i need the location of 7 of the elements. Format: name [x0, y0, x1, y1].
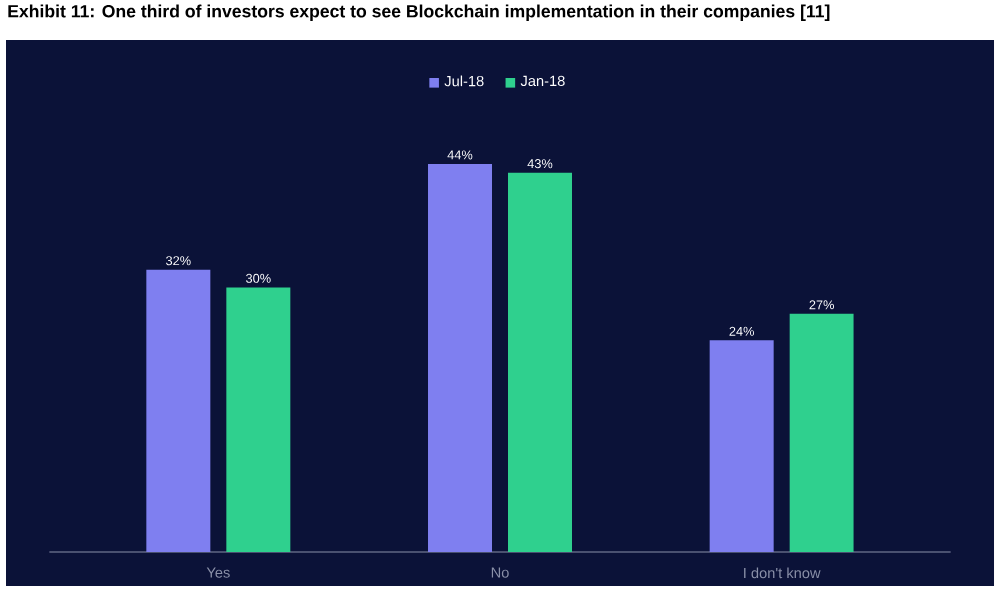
bar — [226, 287, 291, 552]
bar — [508, 172, 572, 552]
bar — [789, 313, 854, 552]
bar — [146, 269, 211, 552]
chart-title: Exhibit 11: One third of investors expect to see Blockchain implementation in their companies [11] — [8, 4, 830, 21]
bar — [709, 340, 774, 552]
bar — [428, 163, 492, 552]
